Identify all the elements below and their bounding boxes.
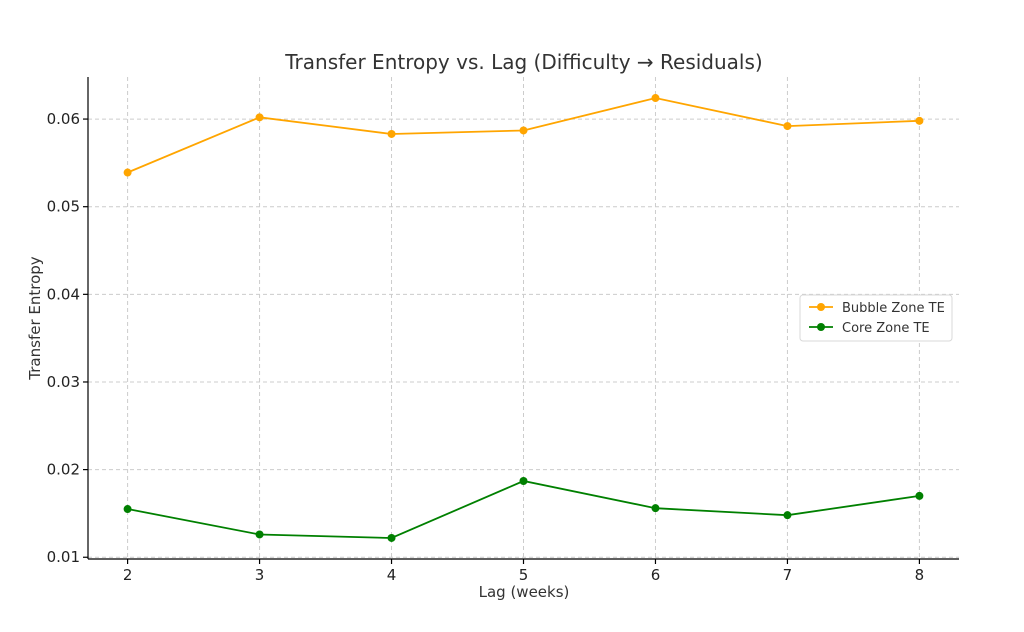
y-tick-label: 0.06 xyxy=(47,110,80,128)
x-tick-label: 8 xyxy=(915,566,925,584)
data-point xyxy=(783,122,792,131)
y-axis-label: Transfer Entropy xyxy=(26,256,44,380)
data-point xyxy=(387,129,396,138)
data-point xyxy=(255,113,264,122)
series xyxy=(123,94,924,542)
grid xyxy=(88,77,959,559)
x-tick-label: 2 xyxy=(123,566,133,584)
x-tick-label: 7 xyxy=(783,566,793,584)
data-point xyxy=(123,168,132,177)
data-point xyxy=(651,94,660,103)
data-point xyxy=(519,126,528,135)
data-point xyxy=(255,530,264,539)
x-tick-label: 3 xyxy=(255,566,265,584)
x-tick-label: 5 xyxy=(519,566,529,584)
y-tick-label: 0.02 xyxy=(47,461,80,479)
axes: 2 3 4 5 6 7 8 0.01 0.02 0.03 0.04 0.05 0.06 xyxy=(47,77,959,584)
y-tick-label: 0.04 xyxy=(47,285,80,303)
legend-box xyxy=(799,294,953,342)
data-point xyxy=(123,505,132,514)
series-line-1 xyxy=(127,480,920,539)
legend-label: Bubble Zone TE xyxy=(842,301,945,316)
y-tick-label: 0.05 xyxy=(47,198,80,216)
y-tick-label: 0.03 xyxy=(47,373,80,391)
legend-swatch-marker xyxy=(817,303,825,311)
legend-label: Core Zone TE xyxy=(842,321,930,336)
chart-title: Transfer Entropy vs. Lag (Difficulty → R… xyxy=(284,50,762,74)
data-point xyxy=(651,504,660,513)
data-point xyxy=(783,511,792,520)
data-point xyxy=(915,491,924,500)
data-point xyxy=(387,533,396,542)
x-tick-label: 4 xyxy=(387,566,397,584)
x-axis-label: Lag (weeks) xyxy=(479,583,570,601)
data-point xyxy=(519,477,528,486)
data-point xyxy=(915,116,924,125)
y-tick-label: 0.01 xyxy=(47,548,80,566)
legend-swatch-marker xyxy=(817,323,825,331)
legend: Bubble Zone TE Core Zone TE xyxy=(799,294,953,342)
x-tick-label: 6 xyxy=(651,566,661,584)
